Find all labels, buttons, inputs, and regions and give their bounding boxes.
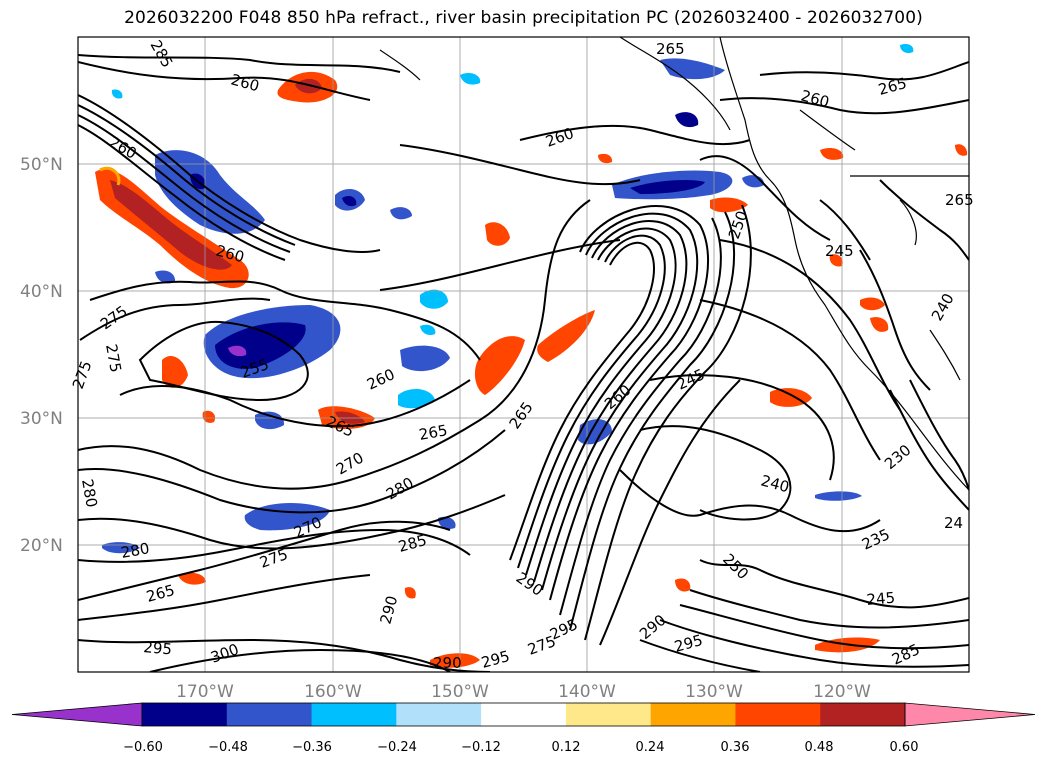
- colorbar-segment: [820, 703, 906, 726]
- contour-label: 280: [78, 478, 101, 509]
- contour-label: 24: [944, 514, 963, 532]
- colorbar-tick-label: −0.48: [208, 740, 248, 755]
- map-title: 2026032200 F048 850 hPa refract., river …: [124, 8, 923, 28]
- latitude-axis: 50°N 40°N 30°N 20°N: [20, 155, 63, 556]
- contour-label: 295: [143, 638, 173, 658]
- colorbar-tick-label: −0.12: [461, 740, 501, 755]
- contour-label: 245: [825, 242, 854, 260]
- colorbar-ticks: −0.60 −0.48 −0.36 −0.24 −0.12 0.12 0.24 …: [123, 740, 918, 755]
- colorbar-segment: [565, 703, 652, 726]
- colorbar-segments: [11, 702, 1036, 727]
- colorbar-segment: [735, 703, 821, 726]
- map-frame: [77, 36, 970, 673]
- contour-label: 275: [102, 343, 125, 374]
- colorbar-tick-label: 0.48: [805, 740, 834, 755]
- colorbar-outline: [141, 702, 906, 727]
- lat-tick-label: 30°N: [20, 409, 63, 429]
- lon-tick-label: 170°W: [176, 682, 234, 702]
- lon-tick-label: 120°W: [813, 682, 871, 702]
- colorbar-tick-label: 0.24: [636, 740, 665, 755]
- colorbar-segment: [481, 703, 567, 726]
- coastlines: [379, 37, 969, 491]
- contour-label: 245: [866, 589, 896, 609]
- lon-tick-label: 160°W: [304, 682, 362, 702]
- lon-tick-label: 140°W: [558, 682, 616, 702]
- colorbar-tick-label: −0.36: [292, 740, 332, 755]
- colorbar-segment: [142, 703, 228, 726]
- refractivity-contours: [78, 54, 969, 672]
- colorbar-tick-label: 0.12: [552, 740, 581, 755]
- colorbar-segment: [226, 703, 313, 726]
- map-content: [78, 37, 969, 672]
- lon-tick-label: 130°W: [685, 682, 743, 702]
- gridlines: [78, 37, 969, 672]
- colorbar-extend-high: [904, 702, 1036, 727]
- lat-tick-label: 20°N: [20, 536, 63, 556]
- contour-label: 265: [418, 421, 449, 444]
- colorbar-tick-label: −0.24: [377, 740, 417, 755]
- colorbar-segment: [396, 703, 482, 726]
- contour-label: 290: [433, 654, 462, 672]
- contour-label: 265: [945, 191, 974, 209]
- longitude-axis: 170°W 160°W 150°W 140°W 130°W 120°W: [176, 682, 871, 702]
- colorbar-segment: [650, 703, 736, 726]
- colorbar-extend-low: [11, 702, 143, 727]
- colorbar: −0.60 −0.48 −0.36 −0.24 −0.12 0.12 0.24 …: [11, 702, 1036, 755]
- colorbar-segment: [311, 703, 397, 726]
- colorbar-tick-label: 0.60: [890, 740, 919, 755]
- lat-tick-label: 50°N: [20, 155, 63, 175]
- lon-tick-label: 150°W: [431, 682, 489, 702]
- contour-label: 280: [120, 539, 151, 562]
- colorbar-tick-label: −0.60: [123, 740, 163, 755]
- lat-tick-label: 40°N: [20, 282, 63, 302]
- contour-label: 265: [656, 40, 685, 58]
- colorbar-tick-label: 0.36: [721, 740, 750, 755]
